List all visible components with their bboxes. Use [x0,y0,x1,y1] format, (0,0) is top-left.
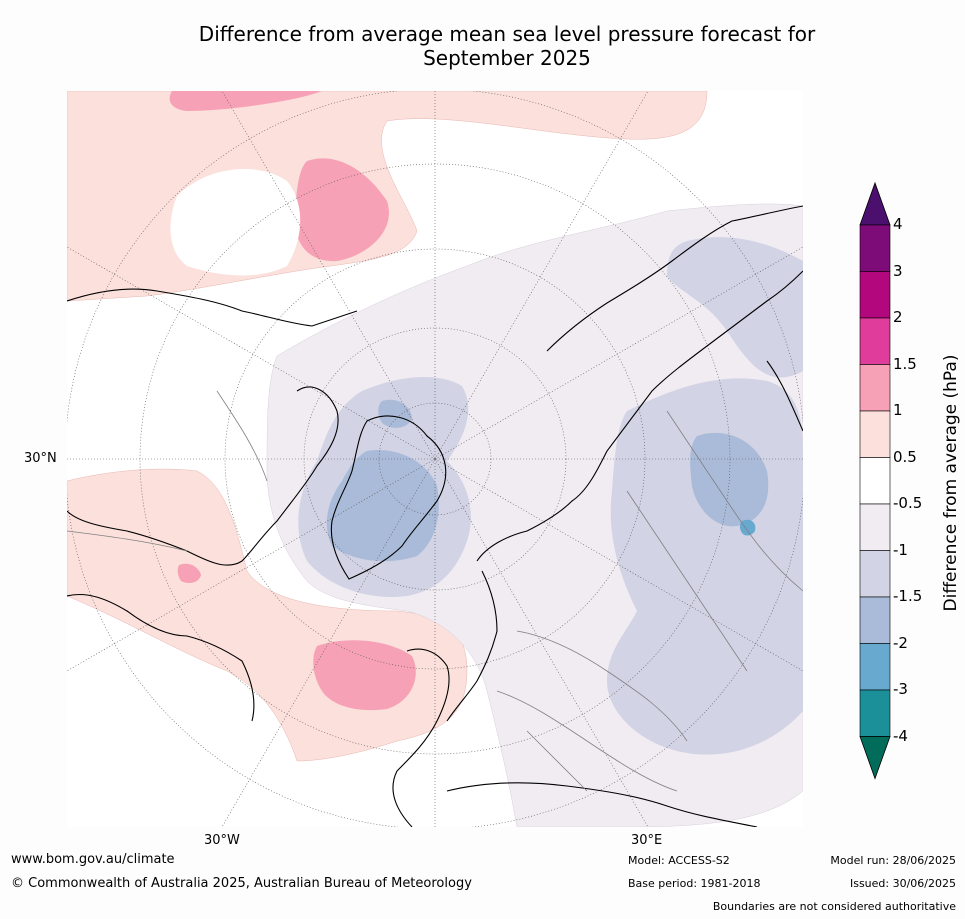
colorbar-bin [859,643,891,691]
lon-label-30w: 30°W [204,833,240,848]
colorbar-tick-label: -3 [893,680,908,698]
colorbar-bin [859,596,891,644]
colorbar-bin [859,364,891,412]
colorbar-bin [859,550,891,598]
footer-model: Model: ACCESS-S2 [628,854,730,867]
coast-alaska-bering [67,288,358,327]
colorbar-bin [859,410,891,458]
footer-disclaimer: Boundaries are not considered authoritat… [712,900,956,913]
colorbar-bin [859,271,891,319]
colorbar-bin [859,457,891,505]
colorbar-tick-label: 1 [893,401,903,419]
colorbar-bin [859,317,891,365]
title-line-1: Difference from average mean sea level p… [198,22,816,46]
colorbar-tick-label: -1 [893,540,908,559]
graticule [67,91,803,827]
coast-east-asia [766,360,803,432]
pressure-anomaly-map [67,91,803,827]
footer-base-period: Base period: 1981-2018 [628,877,761,890]
chart-title: Difference from average mean sea level p… [0,22,965,70]
negative-anomaly-baikal-core [739,519,756,536]
footer-copyright: © Commonwealth of Australia 2025, Austra… [11,876,472,891]
colorbar-bin-top-extension [859,181,891,226]
negative-anomaly-central-asia-core [690,432,769,527]
positive-anomaly-gulf-core [177,563,201,583]
lon-label-30e: 30°E [631,833,663,848]
positive-anomaly-aleutian-core [294,158,389,262]
coast-europe [392,648,450,827]
title-line-2: September 2025 [423,46,591,70]
colorbar-tick-label: 4 [893,215,903,233]
colorbar-tick-label: -4 [893,726,908,745]
footer-issued: Issued: 30/06/2025 [849,877,956,890]
negative-anomaly-siberia [667,237,803,378]
coast-canada-arctic [67,386,339,566]
coast-north-america-east [67,593,255,722]
footer-model-run: Model run: 28/06/2025 [830,854,956,867]
colorbar-bin [859,689,891,737]
lat-label-30n: 30°N [24,451,57,466]
colorbar-tick-label: 0.5 [893,447,917,466]
colorbar-tick-label: 3 [893,261,903,280]
footer-website: www.bom.gov.au/climate [11,852,175,867]
negative-anomaly-barents-core [378,399,412,428]
colorbar-tick-label: 1.5 [893,354,917,373]
coast-mediterranean [446,782,758,827]
country-borders [67,390,803,792]
colorbar-bins [859,181,891,780]
neutral-bering-pocket [170,169,301,276]
colorbar-bin [859,503,891,551]
coast-greenland [330,415,447,580]
colorbar-label: Difference from average (hPa) [941,354,961,612]
colorbar-bin-bottom-extension [859,736,891,780]
colorbar-tick-label: 2 [893,308,903,326]
coast-scandinavia [446,570,498,722]
coast-siberia [546,205,803,352]
positive-anomaly-north-pacific-core [169,91,322,111]
colorbar-bin [859,224,891,272]
colorbar-tick-label: -1.5 [893,587,923,605]
positive-anomaly-mid-atlantic-core [313,640,416,711]
coastlines [67,205,803,827]
colorbar [859,181,891,780]
colorbar-tick-label: -0.5 [893,494,923,512]
coast-norway-russia [476,270,803,562]
colorbar-tick-label: -2 [893,633,908,652]
